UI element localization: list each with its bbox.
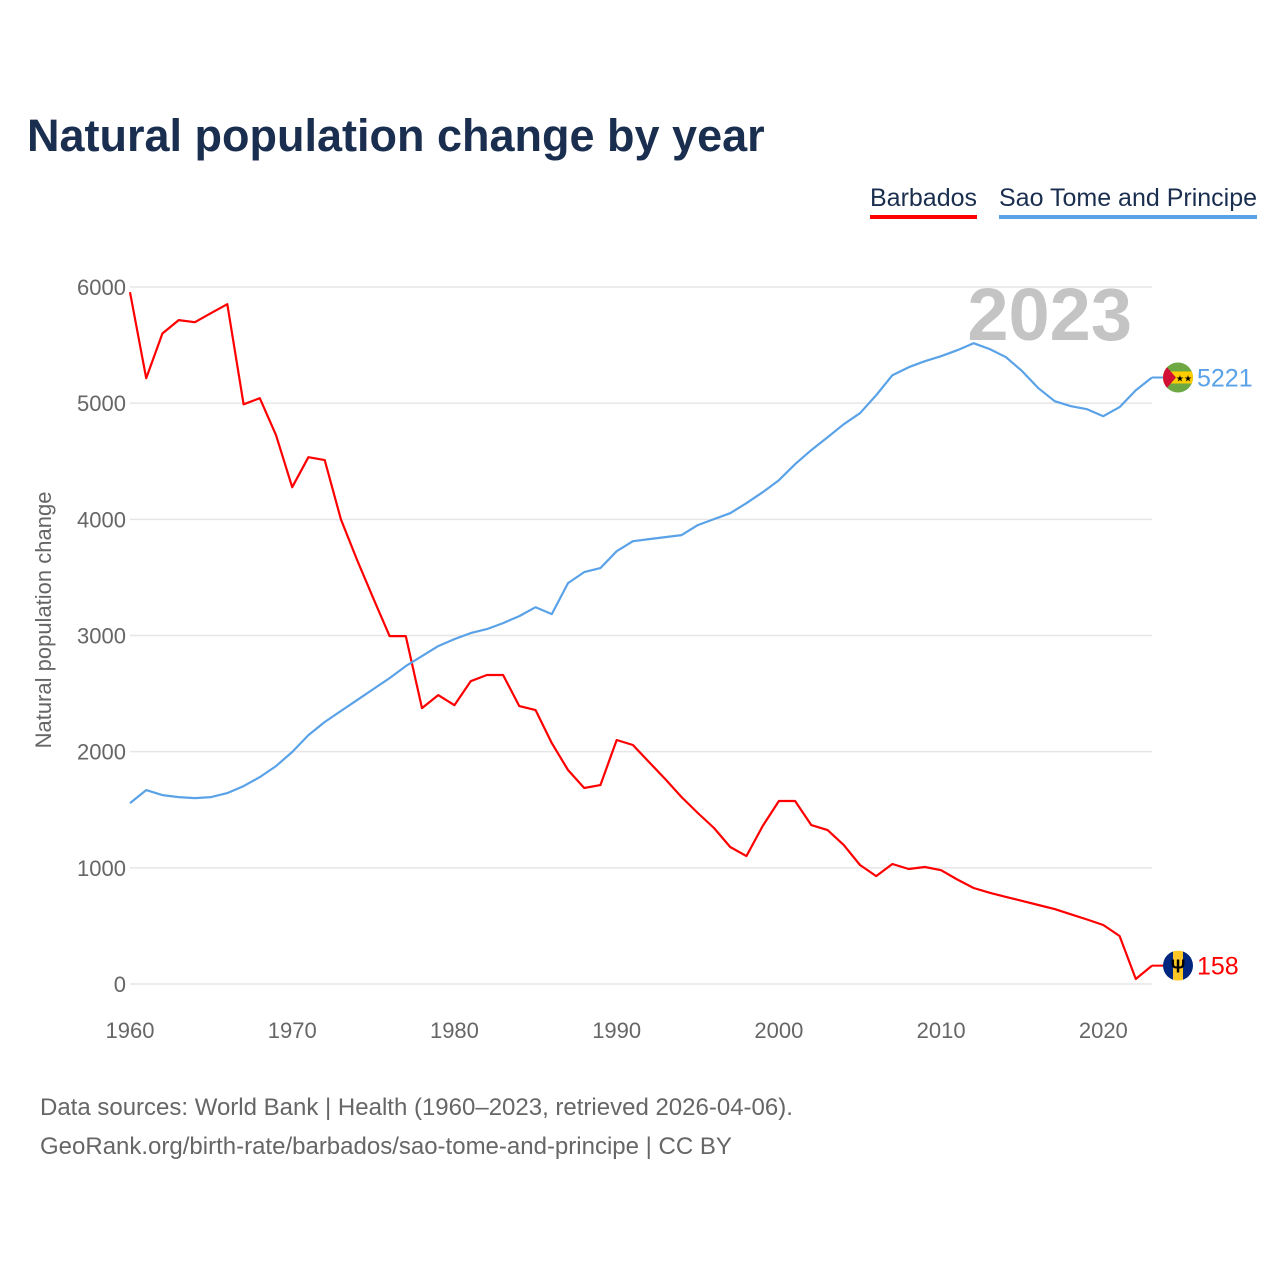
y-tick-label: 0	[114, 972, 126, 997]
series-line-sao-tome	[129, 342, 1153, 804]
legend-sao-tome[interactable]: Sao Tome and Principe	[999, 184, 1258, 219]
y-tick-label: 2000	[77, 740, 126, 765]
x-tick-label: 1980	[430, 1018, 479, 1043]
x-tick-label: 2020	[1079, 1018, 1128, 1043]
end-value-label: 5221	[1197, 364, 1253, 392]
sao-tome-flag-icon: ★★	[1163, 362, 1193, 393]
svg-text:★★: ★★	[1176, 373, 1192, 383]
y-tick-label: 5000	[77, 391, 126, 416]
y-tick-label: 4000	[77, 507, 126, 532]
barbados-flag-icon: Ψ	[1163, 950, 1193, 981]
end-value-label: 158	[1197, 953, 1239, 981]
y-tick-label: 3000	[77, 624, 126, 649]
legend-barbados[interactable]: Barbados	[870, 184, 978, 219]
series-line-barbados	[128, 291, 1153, 981]
x-tick-label: 1970	[268, 1018, 317, 1043]
x-tick-label: 1960	[106, 1018, 155, 1043]
y-axis-label: Natural population change	[31, 492, 56, 749]
x-tick-label: 1990	[592, 1018, 641, 1043]
y-tick-label: 6000	[77, 275, 126, 300]
svg-text:Ψ: Ψ	[1171, 957, 1186, 977]
year-watermark: 2023	[967, 273, 1132, 356]
source-note: Data sources: World Bank | Health (1960–…	[40, 1088, 793, 1166]
y-tick-label: 1000	[77, 856, 126, 881]
x-tick-label: 2000	[754, 1018, 803, 1043]
source-line-2[interactable]: GeoRank.org/birth-rate/barbados/sao-tome…	[40, 1133, 732, 1160]
source-line-1: Data sources: World Bank | Health (1960–…	[40, 1094, 793, 1121]
chart-title: Natural population change by year	[27, 110, 765, 161]
x-tick-label: 2010	[917, 1018, 966, 1043]
